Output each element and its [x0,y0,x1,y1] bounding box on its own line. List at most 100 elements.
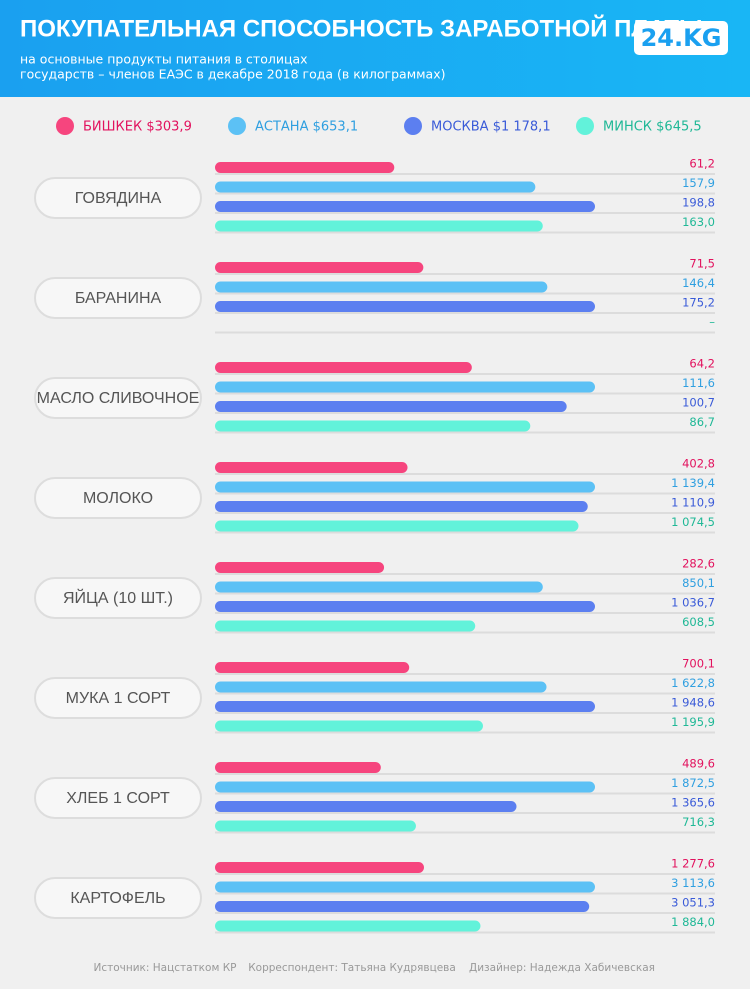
bar [215,762,381,773]
value-label: 175,2 [682,296,715,310]
bar [215,381,595,393]
bar [215,662,410,673]
bar-track [215,312,715,314]
bar [215,681,547,693]
bar-track [215,212,715,214]
bar [215,362,472,373]
value-label: 489,6 [682,757,715,771]
bar-track [215,712,715,714]
legend-label: БИШКЕК $303,9 [83,120,192,135]
value-label: 1 622,8 [671,676,715,690]
bar-track [215,912,715,914]
title: ПОКУПАТЕЛЬНАЯ СПОСОБНОСТЬ ЗАРАБОТНОЙ ПЛА… [20,14,703,42]
bar [215,820,416,832]
bar [215,920,481,932]
value-label: 111,6 [682,376,715,390]
bar [215,481,595,493]
footer-credit: Дизайнер: Надежда Хабичевская [469,962,655,974]
value-label: 163,0 [682,215,715,229]
header [0,0,750,97]
bar-track [215,473,715,475]
bar-track [215,692,715,695]
label-pill [34,477,202,519]
category-label: КАРТОФЕЛЬ [70,890,165,907]
bar [215,720,483,732]
bar-track [215,412,715,414]
bar-track [215,512,715,514]
legend-label: АСТАНА $653,1 [255,120,358,135]
value-label: 716,3 [682,815,715,829]
bar [215,601,595,612]
category-label: БАРАНИНА [75,290,162,307]
footer-credit: Источник: Нацстатком КР [93,962,236,974]
label-pill [34,777,202,819]
bar-track [215,492,715,495]
label-pill [34,377,202,419]
label-pill [34,177,202,219]
bar [215,701,595,712]
category-label: МОЛОКО [83,490,153,507]
bar [215,181,536,193]
bar-track [215,431,715,434]
value-label: 198,8 [682,196,715,210]
bar [215,301,595,312]
value-label: 608,5 [682,615,715,629]
value-label: 1 365,6 [671,796,715,810]
bar [215,220,543,232]
logo-box [634,21,728,55]
value-label: 1 110,9 [671,496,715,510]
subtitle: на основные продукты питания в столицах [20,52,308,67]
bar [215,520,579,532]
value-label: 100,7 [682,396,715,410]
bar [215,581,543,593]
bar [215,401,567,412]
value-label: 1 884,0 [671,915,715,929]
subtitle: государств – членов ЕАЭС в декабре 2018 … [20,67,446,82]
bar-track [215,831,715,834]
bar [215,562,385,573]
value-label: 402,8 [682,457,715,471]
legend-marker [228,117,246,135]
bar-track [215,873,715,875]
value-label: 1 948,6 [671,696,715,710]
label-pill [34,677,202,719]
value-label: 86,7 [689,415,715,429]
bar-track [215,731,715,734]
bar-track [215,812,715,814]
bar-track [215,931,715,934]
value-label: 71,5 [689,257,715,271]
value-label: 3 113,6 [671,876,715,890]
value-label: 1 872,5 [671,776,715,790]
bar-track [215,773,715,775]
legend-label: МИНСК $645,5 [603,120,702,135]
bar [215,262,424,273]
bar-track [215,673,715,675]
bar [215,801,517,812]
bar [215,162,395,173]
bar-track [215,631,715,634]
bar-track [215,531,715,534]
label-pill [34,877,202,919]
value-label: 1 036,7 [671,596,715,610]
bar [215,281,548,293]
bar [215,881,595,893]
value-label: 850,1 [682,576,715,590]
value-label: 157,9 [682,176,715,190]
label-pill [34,277,202,319]
bar-track [215,592,715,595]
bar [215,420,531,432]
legend-marker [56,117,74,135]
logo: 24.KG [641,24,722,52]
value-label: – [709,315,715,329]
value-label: 700,1 [682,657,715,671]
value-label: 1 139,4 [671,476,715,490]
bar-track [215,292,715,295]
legend-marker [404,117,422,135]
bar-track [215,373,715,375]
value-label: 1 074,5 [671,515,715,529]
bar-track [215,392,715,395]
legend-marker [576,117,594,135]
bar [215,862,424,873]
bar-track [215,892,715,895]
bar-track [215,792,715,795]
